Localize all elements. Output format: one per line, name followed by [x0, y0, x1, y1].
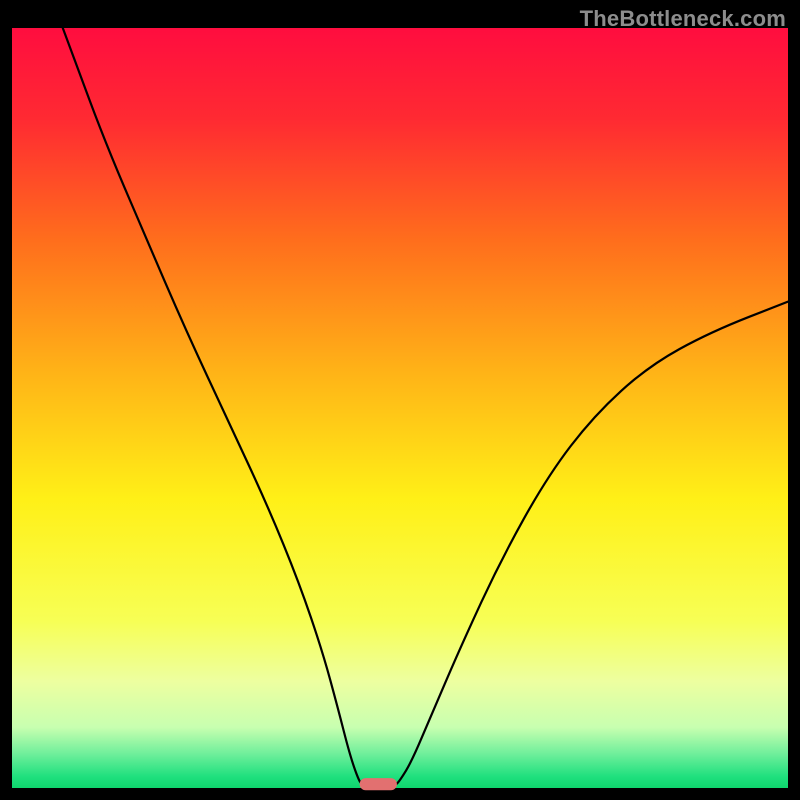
bottleneck-chart	[0, 0, 800, 800]
optimal-marker	[360, 778, 397, 790]
gradient-background	[12, 28, 788, 788]
watermark-text: TheBottleneck.com	[580, 6, 786, 32]
